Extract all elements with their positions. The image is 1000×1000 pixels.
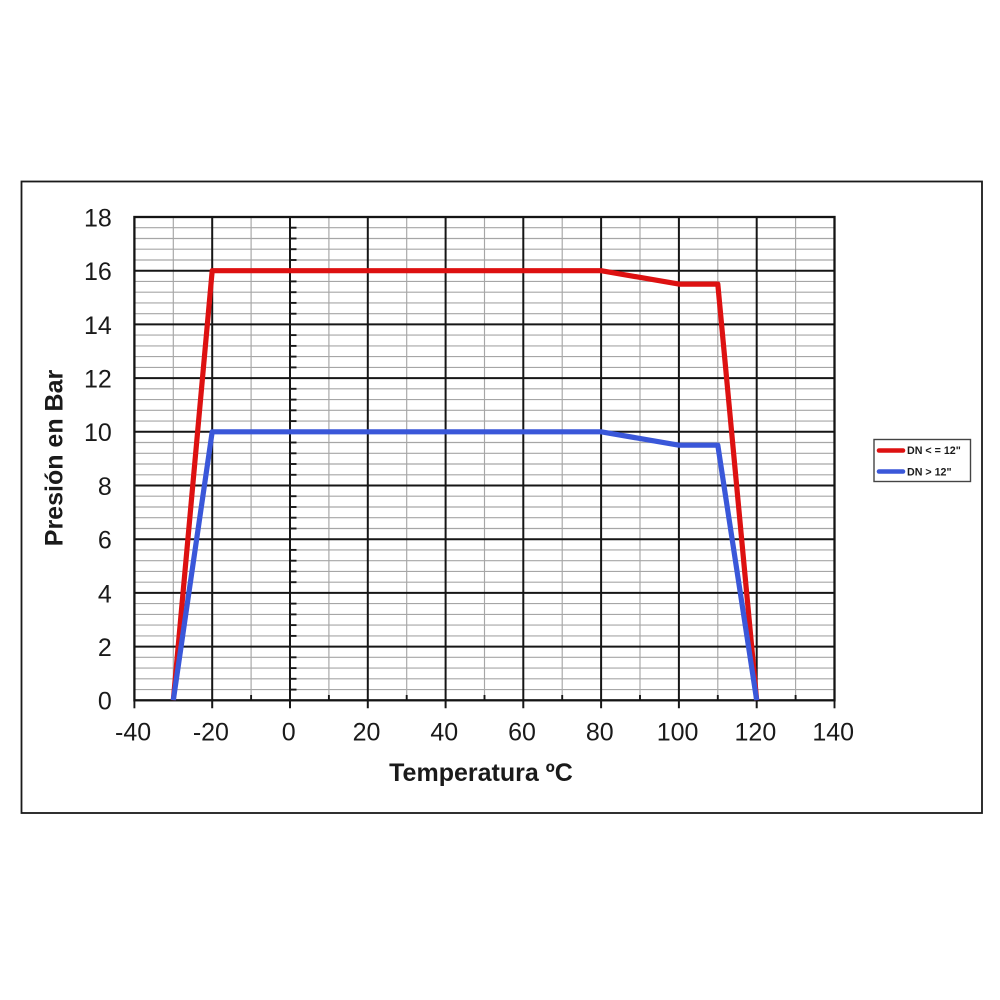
svg-text:6: 6 [98, 527, 112, 555]
svg-text:DN < = 12": DN < = 12" [907, 445, 961, 457]
svg-text:Presión en Bar: Presión en Bar [41, 370, 69, 547]
svg-text:10: 10 [84, 419, 112, 447]
svg-text:18: 18 [84, 204, 112, 232]
svg-text:20: 20 [353, 719, 381, 747]
svg-text:0: 0 [282, 719, 296, 747]
svg-text:4: 4 [98, 580, 112, 608]
svg-text:100: 100 [657, 719, 699, 747]
svg-text:12: 12 [84, 366, 112, 394]
svg-text:80: 80 [586, 719, 614, 747]
svg-text:Temperatura ºC: Temperatura ºC [389, 759, 573, 787]
svg-text:8: 8 [98, 473, 112, 501]
svg-text:-20: -20 [193, 719, 229, 747]
svg-text:16: 16 [84, 258, 112, 286]
svg-text:14: 14 [84, 312, 112, 340]
svg-text:120: 120 [735, 719, 777, 747]
svg-text:140: 140 [812, 719, 854, 747]
svg-text:2: 2 [98, 634, 112, 662]
svg-text:0: 0 [98, 688, 112, 716]
svg-text:-40: -40 [115, 719, 151, 747]
svg-text:DN > 12": DN > 12" [907, 466, 952, 478]
svg-text:60: 60 [508, 719, 536, 747]
svg-text:40: 40 [430, 719, 458, 747]
